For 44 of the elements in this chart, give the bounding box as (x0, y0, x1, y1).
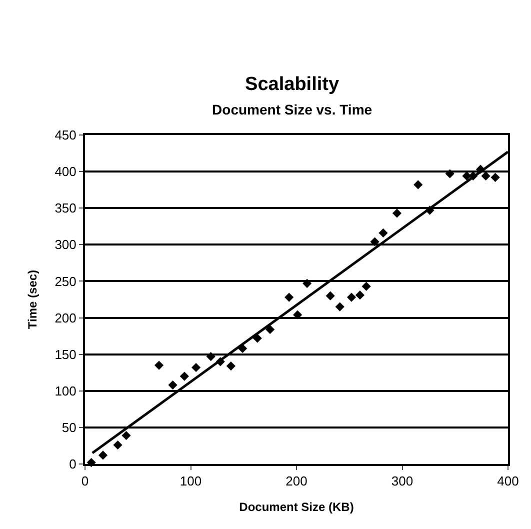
point (370, 237, 380, 246)
point (302, 278, 312, 288)
point (378, 228, 388, 238)
point (226, 361, 236, 371)
point (266, 324, 275, 334)
point (206, 352, 216, 362)
y-tick-label: 0 (69, 456, 76, 472)
chart-title: Scalability (245, 74, 340, 95)
y-tick-label: 250 (54, 274, 76, 289)
point (326, 291, 335, 300)
point (346, 292, 356, 302)
point (191, 362, 201, 372)
point (490, 172, 500, 182)
x-tick-label: 400 (497, 474, 519, 489)
x-tick-label: 100 (180, 474, 202, 489)
point (168, 380, 178, 390)
y-tick-label: 300 (54, 237, 76, 252)
point (392, 208, 402, 218)
x-axis-title: Document Size (KB) (239, 500, 354, 514)
point (293, 310, 302, 320)
point (445, 169, 454, 178)
point (362, 282, 371, 291)
point (113, 440, 122, 450)
y-tick-label: 450 (54, 128, 76, 143)
point (122, 430, 131, 440)
point (414, 180, 423, 190)
x-tick-label: 0 (81, 474, 89, 489)
y-axis-title: Time (sec) (25, 270, 40, 330)
point (284, 292, 294, 302)
x-tick-label: 300 (391, 474, 414, 489)
point (154, 360, 164, 370)
y-tick-label: 200 (54, 310, 76, 326)
y-tick-label: 100 (54, 383, 76, 398)
point (180, 372, 189, 381)
y-tick-label: 150 (54, 346, 76, 362)
point (355, 290, 364, 300)
x-tick-label: 200 (286, 474, 308, 489)
chart-subtitle: Document Size vs. Time (212, 102, 372, 118)
point (98, 450, 108, 460)
y-tick-label: 350 (54, 200, 76, 216)
point (252, 334, 262, 343)
y-tick-label: 400 (54, 164, 76, 180)
y-tick-label: 50 (62, 420, 76, 435)
point (335, 302, 344, 312)
